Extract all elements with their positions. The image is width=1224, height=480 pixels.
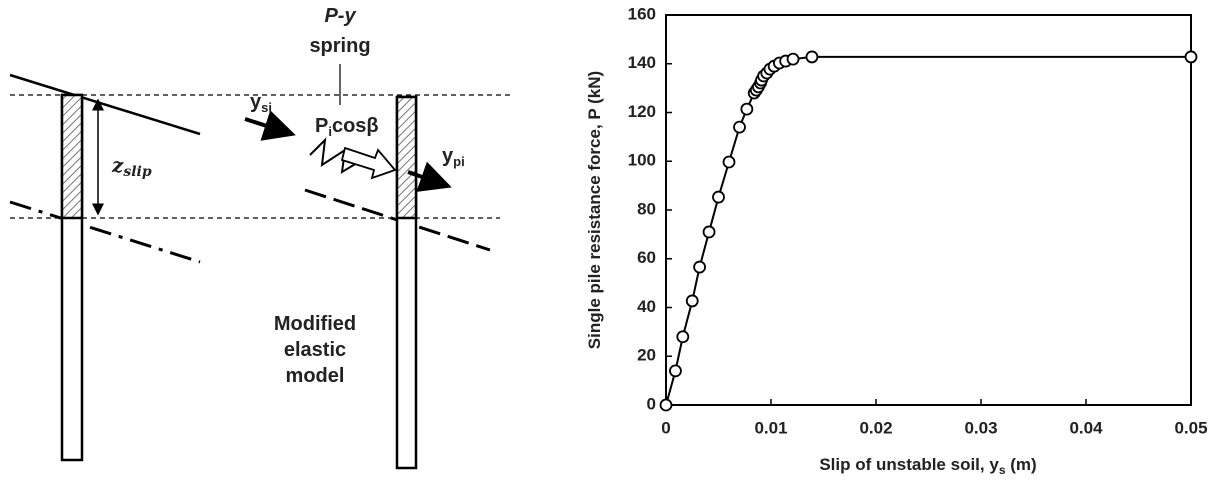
plot-frame bbox=[665, 14, 1192, 406]
slope-surface bbox=[9, 73, 201, 136]
y-tick-label: 40 bbox=[637, 297, 656, 316]
data-point bbox=[659, 398, 673, 412]
data-point bbox=[1184, 50, 1198, 64]
data-point bbox=[722, 155, 736, 169]
ysi-sub: si bbox=[261, 100, 272, 115]
zslip-label: zslip bbox=[111, 153, 152, 180]
force-rest: cosβ bbox=[332, 115, 379, 137]
pile-arrow bbox=[407, 161, 452, 192]
data-point bbox=[733, 120, 746, 134]
force-label: Picosβ bbox=[315, 115, 379, 139]
force-main: P bbox=[315, 115, 328, 137]
data-point bbox=[702, 225, 716, 239]
spring bbox=[309, 137, 363, 174]
y-tick-label: 20 bbox=[637, 346, 656, 365]
force-arrow bbox=[340, 146, 397, 180]
x-label-rest: (m) bbox=[1006, 455, 1037, 474]
y-tick-label: 80 bbox=[637, 199, 656, 218]
data-point bbox=[685, 294, 699, 308]
y-tick-label: 60 bbox=[637, 248, 656, 267]
soil-arrow bbox=[244, 110, 296, 141]
data-point bbox=[669, 364, 682, 378]
model-label: model bbox=[286, 365, 345, 387]
data-point bbox=[676, 330, 690, 344]
x-label-main: Slip of unstable soil, y bbox=[819, 455, 999, 474]
y-tick-label: 0 bbox=[647, 394, 656, 413]
x-tick-label: 0.02 bbox=[859, 418, 892, 437]
y-tick-label: 140 bbox=[628, 53, 656, 72]
data-point bbox=[712, 190, 725, 204]
pile-hatch bbox=[60, 93, 84, 220]
ysi-main: y bbox=[250, 91, 262, 113]
model-label: Modified bbox=[274, 313, 356, 335]
y-tick-label: 120 bbox=[628, 102, 656, 121]
ypi-sub: pi bbox=[453, 154, 465, 169]
ypi-main: y bbox=[442, 145, 454, 167]
zslip-main: z bbox=[111, 153, 124, 177]
y-tick-label: 160 bbox=[628, 4, 656, 23]
spring-label: spring bbox=[309, 35, 370, 57]
y-axis-label: Single pile resistance force, P (kN) bbox=[585, 71, 604, 349]
spring-label: P-y bbox=[324, 5, 356, 27]
ysi-label: ysi bbox=[250, 91, 272, 115]
x-axis-label: Slip of unstable soil, ys (m) bbox=[819, 455, 1036, 477]
x-tick-label: 0.01 bbox=[754, 418, 787, 437]
data-point bbox=[693, 260, 706, 274]
slip-surface bbox=[9, 200, 201, 264]
x-tick-label: 0.03 bbox=[964, 418, 997, 437]
data-point bbox=[740, 102, 754, 116]
ypi-label: ypi bbox=[442, 145, 465, 169]
x-tick-label: 0.05 bbox=[1174, 418, 1207, 437]
y-tick-label: 100 bbox=[628, 151, 656, 170]
x-label-sub: s bbox=[999, 463, 1006, 477]
zslip-sub: slip bbox=[123, 164, 152, 180]
x-tick-label: 0 bbox=[661, 418, 670, 437]
model-label: elastic bbox=[284, 339, 346, 361]
diagram bbox=[9, 64, 510, 470]
x-tick-label: 0.04 bbox=[1069, 418, 1103, 437]
data-point bbox=[786, 52, 800, 66]
pile-hatch bbox=[395, 95, 418, 220]
data-point bbox=[805, 50, 819, 64]
force-sub: i bbox=[328, 124, 332, 139]
